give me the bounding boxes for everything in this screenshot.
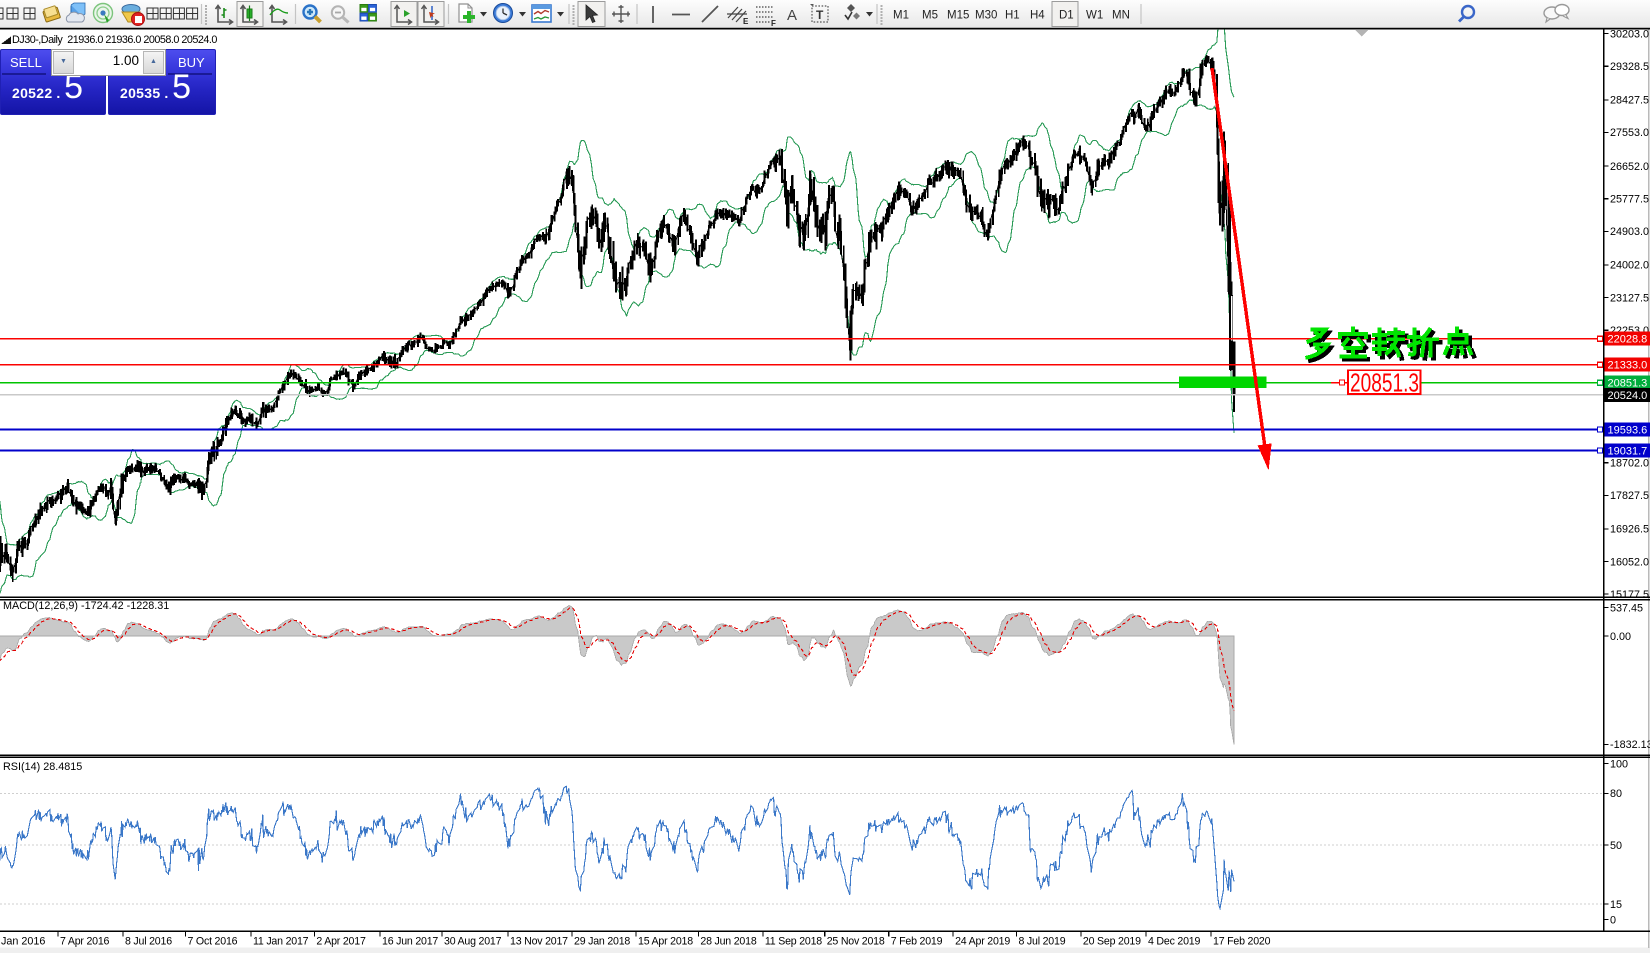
svg-text:24903.0: 24903.0 [1610,226,1649,238]
svg-text:19593.6: 19593.6 [1608,425,1648,437]
svg-text:E: E [743,17,749,26]
svg-text:20851.3: 20851.3 [1350,368,1419,398]
svg-text:28427.5: 28427.5 [1610,95,1649,107]
svg-text:11 Jan 2017: 11 Jan 2017 [253,936,309,948]
svg-text:Jan 2016: Jan 2016 [1,936,45,948]
svg-text:F: F [771,19,776,28]
svg-text:20851.3: 20851.3 [1608,378,1648,390]
svg-text:29 Jan 2018: 29 Jan 2018 [574,936,630,948]
svg-text:H4: H4 [1030,10,1045,22]
svg-text:A: A [787,7,797,24]
svg-text:23127.5: 23127.5 [1610,292,1649,304]
svg-text:MACD(12,26,9) -1724.42 -1228.3: MACD(12,26,9) -1724.42 -1228.31 [3,600,169,612]
svg-text:25777.5: 25777.5 [1610,194,1649,206]
svg-text:0.00: 0.00 [1610,631,1631,643]
svg-text:26652.0: 26652.0 [1610,161,1649,173]
svg-text:100: 100 [1610,758,1628,770]
svg-text:RSI(14) 28.4815: RSI(14) 28.4815 [3,761,82,773]
svg-text:-1832.13: -1832.13 [1610,739,1650,751]
svg-text:15: 15 [1610,899,1622,911]
svg-text:13 Nov 2017: 13 Nov 2017 [510,936,568,948]
svg-text:16926.5: 16926.5 [1610,524,1649,536]
svg-text:0: 0 [1610,914,1616,926]
svg-text:7 Oct 2016: 7 Oct 2016 [188,936,238,948]
svg-text:29328.5: 29328.5 [1610,61,1649,73]
svg-text:19031.7: 19031.7 [1608,446,1648,458]
svg-text:D1: D1 [1059,10,1074,22]
svg-text:80: 80 [1610,788,1622,800]
svg-text:M15: M15 [947,10,969,22]
svg-text:50: 50 [1610,840,1622,852]
svg-text:27553.0: 27553.0 [1610,127,1649,139]
svg-text:16 Jun 2017: 16 Jun 2017 [382,936,438,948]
svg-text:30203.0: 30203.0 [1610,28,1649,40]
svg-text:18702.0: 18702.0 [1610,458,1649,470]
svg-text:22028.8: 22028.8 [1608,334,1648,346]
svg-text:537.45: 537.45 [1610,602,1643,614]
svg-text:17827.5: 17827.5 [1610,490,1649,502]
svg-text:30 Aug 2017: 30 Aug 2017 [444,936,502,948]
svg-text:20524.0: 20524.0 [1608,390,1648,402]
svg-text:M30: M30 [975,10,997,22]
svg-text:2 Apr 2017: 2 Apr 2017 [316,936,366,948]
svg-text:24002.0: 24002.0 [1610,260,1649,272]
svg-text:7 Feb 2019: 7 Feb 2019 [891,936,943,948]
svg-text:T: T [816,8,824,22]
svg-text:11 Sep 2018: 11 Sep 2018 [765,936,822,948]
svg-text:M5: M5 [922,10,938,22]
svg-text:7 Apr 2016: 7 Apr 2016 [60,936,110,948]
svg-text:25 Nov 2018: 25 Nov 2018 [827,936,885,948]
svg-text:15177.5: 15177.5 [1610,589,1649,601]
svg-text:20 Sep 2019: 20 Sep 2019 [1083,936,1141,948]
svg-text:16052.0: 16052.0 [1610,556,1649,568]
svg-text:MN: MN [1112,10,1130,22]
svg-text:8 Jul 2016: 8 Jul 2016 [125,936,172,948]
svg-text:21333.0: 21333.0 [1608,360,1648,372]
svg-text:H1: H1 [1005,10,1020,22]
svg-text:8 Jul 2019: 8 Jul 2019 [1019,936,1066,948]
svg-text:17 Feb 2020: 17 Feb 2020 [1213,936,1271,948]
svg-text:M1: M1 [893,10,909,22]
svg-text:W1: W1 [1086,10,1103,22]
svg-text:DJ30-,Daily 21936.0 21936.0 2: DJ30-,Daily 21936.0 21936.0 20058.0 2052… [12,34,217,46]
svg-text:24 Apr 2019: 24 Apr 2019 [955,936,1010,948]
svg-text:15 Apr 2018: 15 Apr 2018 [638,936,693,948]
svg-text:4 Dec 2019: 4 Dec 2019 [1148,936,1200,948]
svg-text:28 Jun 2018: 28 Jun 2018 [700,936,756,948]
